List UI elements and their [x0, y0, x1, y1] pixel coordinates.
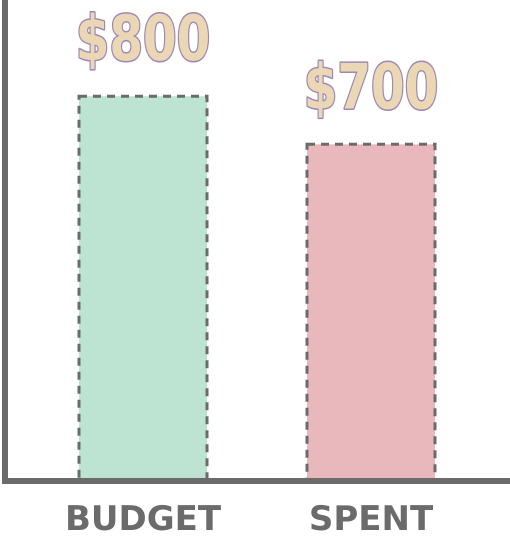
bar-budget [77, 94, 209, 483]
bar-spent [305, 142, 437, 483]
axes-layer [2, 0, 510, 484]
bars-layer [77, 94, 437, 483]
value-label-budget: $800 [76, 3, 211, 75]
category-label-spent: SPENT [309, 499, 434, 539]
labels-layer: $800 BUDGET $700 SPENT [65, 2, 440, 539]
category-label-budget: BUDGET [65, 499, 222, 539]
value-label-spent: $700 [304, 51, 439, 123]
